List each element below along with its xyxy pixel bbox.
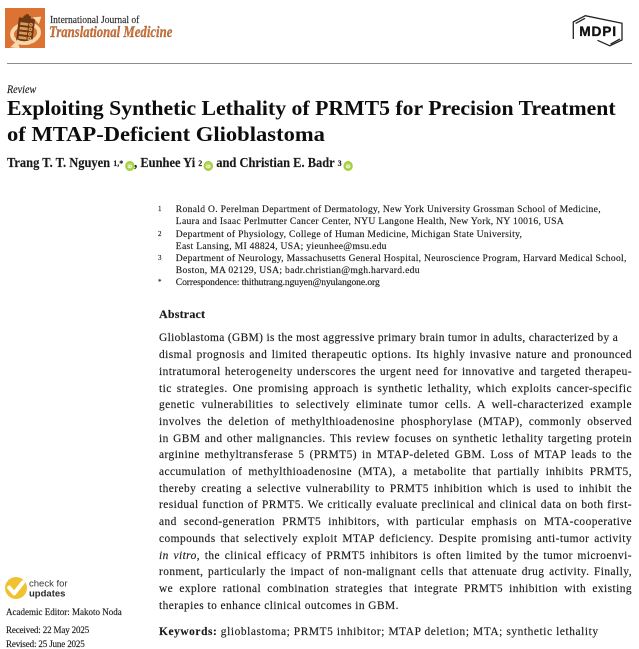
- svg-text:MDPI: MDPI: [579, 24, 617, 39]
- svg-text:iD: iD: [346, 164, 351, 169]
- svg-text:iD: iD: [206, 164, 211, 169]
- svg-text:updates: updates: [29, 589, 65, 600]
- svg-text:iD: iD: [127, 164, 132, 169]
- svg-text:check for: check for: [29, 579, 68, 590]
